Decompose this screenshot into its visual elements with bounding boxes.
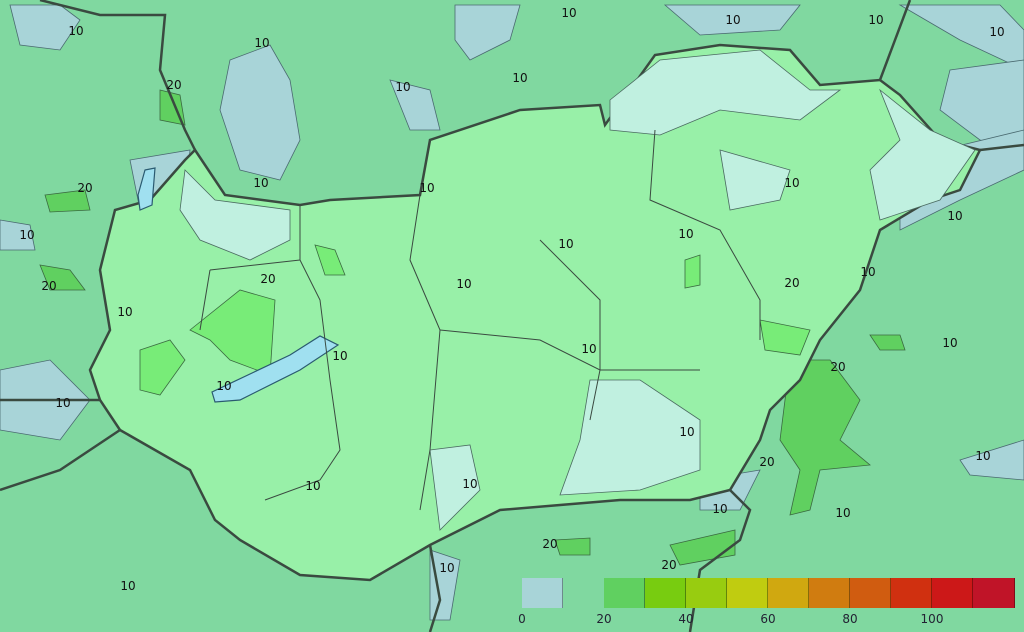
legend-tick: 80 xyxy=(842,612,858,626)
contour-label: 10 xyxy=(439,561,455,575)
interior-20-areas xyxy=(139,244,811,396)
contour-label: 10 xyxy=(120,579,136,593)
contour-label: 10 xyxy=(462,477,478,491)
contour-label: 10 xyxy=(989,25,1005,39)
contour-label: 10 xyxy=(456,277,472,291)
lake-neusiedl xyxy=(137,167,156,211)
contour-label: 10 xyxy=(68,24,84,38)
contour-label: 20 xyxy=(661,558,677,572)
contour-label: 10 xyxy=(332,349,348,363)
contour-label: 20 xyxy=(542,537,558,551)
contour-label: 10 xyxy=(784,176,800,190)
legend-tick: 20 xyxy=(596,612,612,626)
contour-label: 10 xyxy=(55,396,71,410)
contour-label: 10 xyxy=(678,227,694,241)
legend-swatch xyxy=(686,578,727,608)
contour-label: 10 xyxy=(942,336,958,350)
legend-swatch xyxy=(604,578,645,608)
contour-label: 10 xyxy=(512,71,528,85)
legend-tick: 40 xyxy=(678,612,694,626)
contour-label: 20 xyxy=(759,455,775,469)
contour-label: 10 xyxy=(253,176,269,190)
contour-label: 10 xyxy=(835,506,851,520)
contour-label: 10 xyxy=(117,305,133,319)
legend-swatch xyxy=(932,578,973,608)
contour-label: 10 xyxy=(19,228,35,242)
contour-label: 10 xyxy=(305,479,321,493)
contour-label: 10 xyxy=(947,209,963,223)
legend-swatch xyxy=(645,578,686,608)
legend-tick: 60 xyxy=(760,612,776,626)
contour-label: 20 xyxy=(784,276,800,290)
contour-label: 10 xyxy=(679,425,695,439)
legend-swatch xyxy=(563,578,604,608)
lake-balaton xyxy=(211,335,340,403)
contour-label: 10 xyxy=(725,13,741,27)
legend-swatch xyxy=(522,578,563,608)
outside-20-areas xyxy=(39,89,906,566)
contour-label: 20 xyxy=(260,272,276,286)
contour-label: 10 xyxy=(712,502,728,516)
contour-label: 10 xyxy=(254,36,270,50)
county-borders xyxy=(199,129,761,511)
legend-swatch xyxy=(809,578,850,608)
interior-low-areas xyxy=(179,49,976,531)
legend-swatch xyxy=(973,578,1015,608)
legend-swatch xyxy=(768,578,809,608)
legend-tick: 100 xyxy=(920,612,944,626)
contour-label: 10 xyxy=(581,342,597,356)
contour-label: 20 xyxy=(166,78,182,92)
contour-label: 10 xyxy=(868,13,884,27)
contour-label: 20 xyxy=(830,360,846,374)
contour-label: 10 xyxy=(395,80,411,94)
legend-tick: 0 xyxy=(518,612,526,626)
contour-label: 10 xyxy=(860,265,876,279)
contour-label: 10 xyxy=(561,6,577,20)
legend-swatch xyxy=(850,578,891,608)
contour-label: 10 xyxy=(975,449,991,463)
contour-label: 10 xyxy=(558,237,574,251)
legend-swatch xyxy=(891,578,932,608)
contour-label: 20 xyxy=(41,279,57,293)
contour-label: 10 xyxy=(216,379,232,393)
contour-label: 20 xyxy=(77,181,93,195)
contour-label: 10 xyxy=(419,181,435,195)
legend-swatch xyxy=(727,578,768,608)
